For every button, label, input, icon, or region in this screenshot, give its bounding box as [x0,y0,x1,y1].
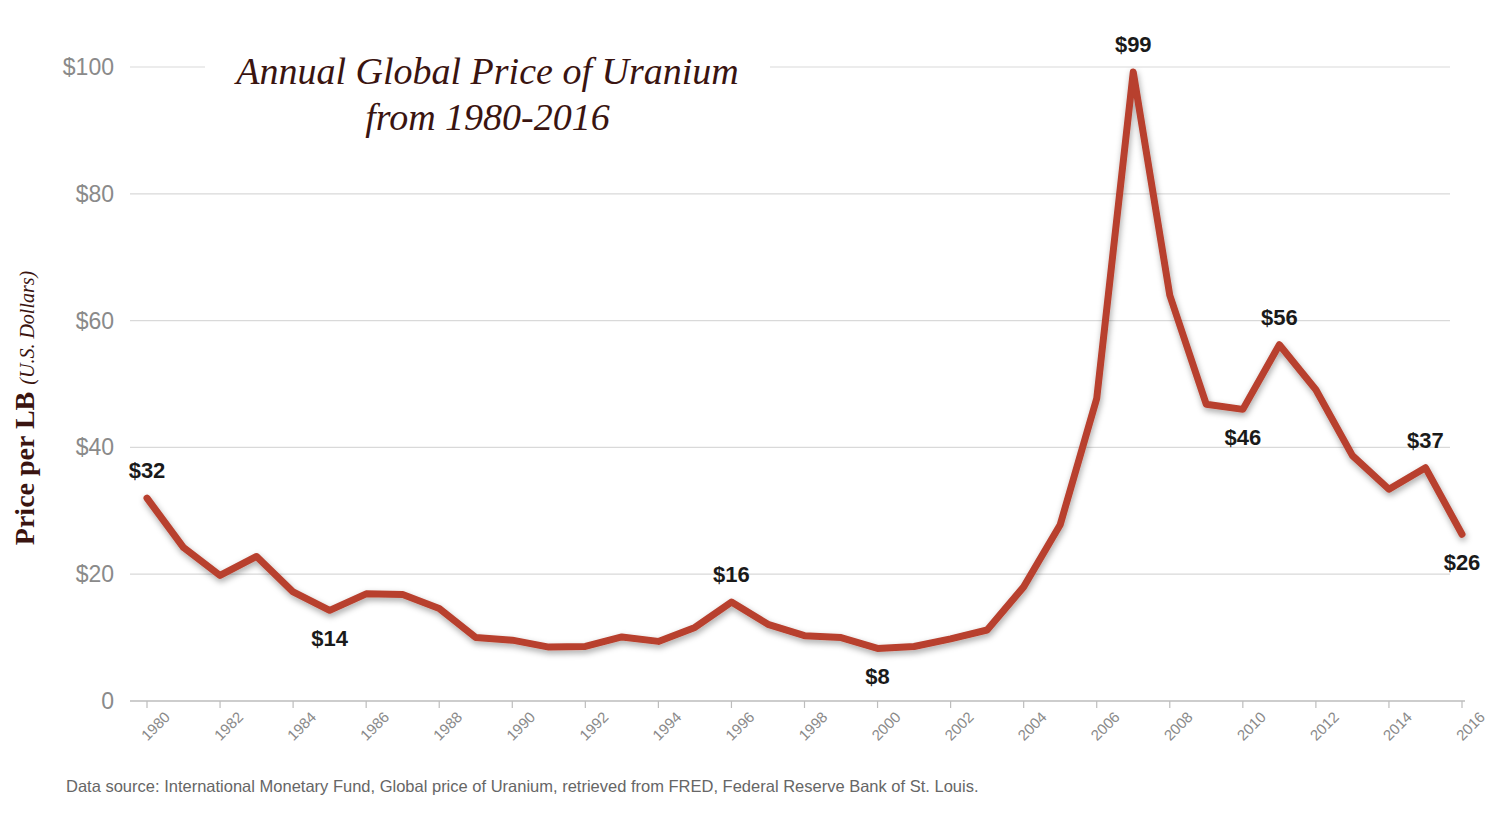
x-tick [1388,701,1389,708]
y-tick-label: $100 [63,54,114,80]
x-tick [512,701,513,708]
x-tick [658,701,659,708]
x-tick-label: 2008 [1160,708,1196,744]
x-tick [585,701,586,708]
y-axis-label: Price per LB (U.S. Dollars) [9,270,40,545]
x-tick-label: 1992 [576,708,612,744]
y-axis-label-unit: (U.S. Dollars) [16,270,39,384]
x-tick [219,701,220,708]
data-label: $26 [1444,550,1481,575]
y-tick-label: $60 [76,308,114,334]
x-tick-label: 2010 [1233,708,1269,744]
x-tick [1096,701,1097,708]
x-tick [293,701,294,708]
x-tick [731,701,732,708]
x-tick-label: 2014 [1379,708,1415,744]
x-tick-label: 2016 [1453,708,1489,744]
x-tick-label: 1996 [722,708,758,744]
x-tick-label: 1988 [430,708,466,744]
x-tick [1242,701,1243,708]
x-tick-label: 1990 [503,708,539,744]
data-label: $32 [129,458,166,483]
x-tick [439,701,440,708]
data-label: $99 [1115,32,1152,57]
x-tick [804,701,805,708]
x-tick-label: 1982 [211,708,247,744]
grid-line [130,574,1450,575]
data-label: $46 [1224,425,1261,450]
y-tick-label: $40 [76,434,114,460]
x-tick-label: 2000 [868,708,904,744]
x-tick-label: 1984 [284,708,320,744]
data-label: $8 [865,664,889,689]
y-tick-labels: 0 $20 $40 $60 $80 $100 [63,54,114,714]
x-tick-label: 2012 [1306,708,1342,744]
grid-line [130,320,1450,321]
x-tick [1023,701,1024,708]
x-tick-label: 1998 [795,708,831,744]
data-label: $16 [713,562,750,587]
x-tick-label: 2006 [1087,708,1123,744]
x-tick-label: 2002 [941,708,977,744]
y-tick-label: 0 [101,688,114,714]
y-axis-label-main: Price per LB [9,385,40,545]
x-tick [950,701,951,708]
price-line [147,72,1462,648]
plot-area [147,72,1462,648]
x-ticks: 1980 1982 1984 1986 1988 1990 1992 1994 1996 1998… [138,701,1489,744]
x-axis-line [130,700,1465,702]
source-note: Data source: International Monetary Fund… [66,777,979,796]
x-tick-label: 1980 [138,708,174,744]
y-tick-label: $80 [76,181,114,207]
data-label: $56 [1261,305,1298,330]
x-tick [1315,701,1316,708]
title: Annual Global Price of Uranium from 1980… [205,44,770,144]
x-tick [366,701,367,708]
grid-line [130,193,1450,194]
y-tick-label: $20 [76,561,114,587]
data-label: $37 [1407,428,1444,453]
x-tick-label: 1986 [357,708,393,744]
x-tick [1169,701,1170,708]
x-tick-label: 2004 [1014,708,1050,744]
x-tick [1461,701,1462,708]
x-tick [146,701,147,708]
data-label: $14 [311,626,348,651]
annotations: $32 $14 $16 $8 $99 $46 $56 $37 $26 [129,32,1481,689]
x-tick-label: 1994 [649,708,685,744]
x-tick [877,701,878,708]
